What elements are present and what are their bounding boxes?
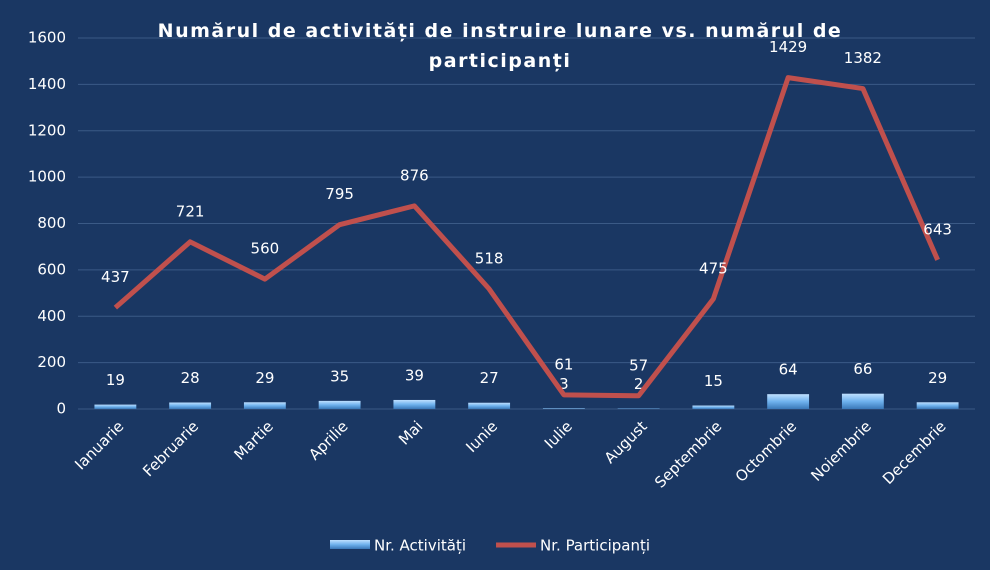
y-tick-label: 1200 bbox=[28, 121, 66, 139]
x-tick-label: Iunie bbox=[462, 417, 501, 456]
bar bbox=[916, 402, 959, 409]
chart-title: Numărul de activități de instruire lunar… bbox=[157, 20, 843, 72]
y-tick-label: 0 bbox=[56, 400, 66, 418]
y-tick-label: 400 bbox=[37, 307, 66, 325]
bar bbox=[243, 402, 286, 409]
data-label: 28 bbox=[181, 369, 200, 387]
x-tick-label: Ianuarie bbox=[71, 417, 127, 473]
y-tick-label: 1000 bbox=[28, 168, 66, 186]
bar bbox=[94, 404, 137, 409]
bar bbox=[393, 399, 436, 409]
legend-label: Nr. Activități bbox=[374, 537, 466, 555]
y-tick-label: 600 bbox=[37, 260, 66, 278]
legend-label: Nr. Participanți bbox=[540, 537, 650, 555]
y-tick-label: 1600 bbox=[28, 29, 66, 47]
data-label: 61 bbox=[554, 355, 573, 373]
data-label: 35 bbox=[330, 367, 349, 385]
data-label: 3 bbox=[559, 375, 569, 393]
data-label: 1429 bbox=[769, 38, 807, 56]
x-tick-label: Mai bbox=[395, 417, 426, 448]
data-label: 29 bbox=[255, 369, 274, 387]
data-label: 437 bbox=[101, 268, 130, 286]
line bbox=[113, 75, 940, 399]
data-label: 27 bbox=[480, 369, 499, 387]
x-tick-label: Septembrie bbox=[651, 417, 725, 491]
x-tick-label: Iulie bbox=[541, 417, 576, 452]
x-tick-label: August bbox=[601, 417, 651, 467]
data-label: 19 bbox=[106, 371, 125, 389]
data-label: 57 bbox=[629, 356, 648, 374]
x-tick-label: Noiembrie bbox=[807, 417, 875, 485]
x-tick-label: Octombrie bbox=[732, 417, 800, 485]
data-label: 795 bbox=[325, 185, 354, 203]
data-label: 475 bbox=[699, 259, 728, 277]
data-label: 643 bbox=[923, 220, 952, 238]
data-label: 560 bbox=[251, 240, 280, 258]
y-tick-label: 200 bbox=[37, 353, 66, 371]
bar bbox=[318, 400, 361, 409]
x-tick-label: Aprilie bbox=[305, 417, 351, 463]
x-tick-label: Februarie bbox=[139, 417, 202, 480]
bar bbox=[841, 393, 884, 409]
data-label: 2 bbox=[634, 375, 644, 393]
bar bbox=[767, 394, 810, 409]
y-tick-label: 800 bbox=[37, 214, 66, 232]
x-tick-label: Martie bbox=[231, 417, 277, 463]
data-label: 64 bbox=[779, 361, 798, 379]
data-label: 29 bbox=[928, 369, 947, 387]
data-label: 876 bbox=[400, 166, 429, 184]
data-label: 66 bbox=[853, 360, 872, 378]
data-label: 1382 bbox=[844, 49, 882, 67]
data-label: 518 bbox=[475, 249, 504, 267]
y-tick-label: 1400 bbox=[28, 75, 66, 93]
bar bbox=[542, 408, 585, 409]
data-label: 721 bbox=[176, 202, 205, 220]
x-tick-label: Decembrie bbox=[879, 417, 950, 488]
bar bbox=[692, 405, 735, 409]
data-label: 15 bbox=[704, 372, 723, 390]
data-label: 39 bbox=[405, 366, 424, 384]
bar bbox=[468, 402, 511, 409]
bar bbox=[169, 402, 212, 409]
legend-swatch bbox=[330, 540, 370, 549]
